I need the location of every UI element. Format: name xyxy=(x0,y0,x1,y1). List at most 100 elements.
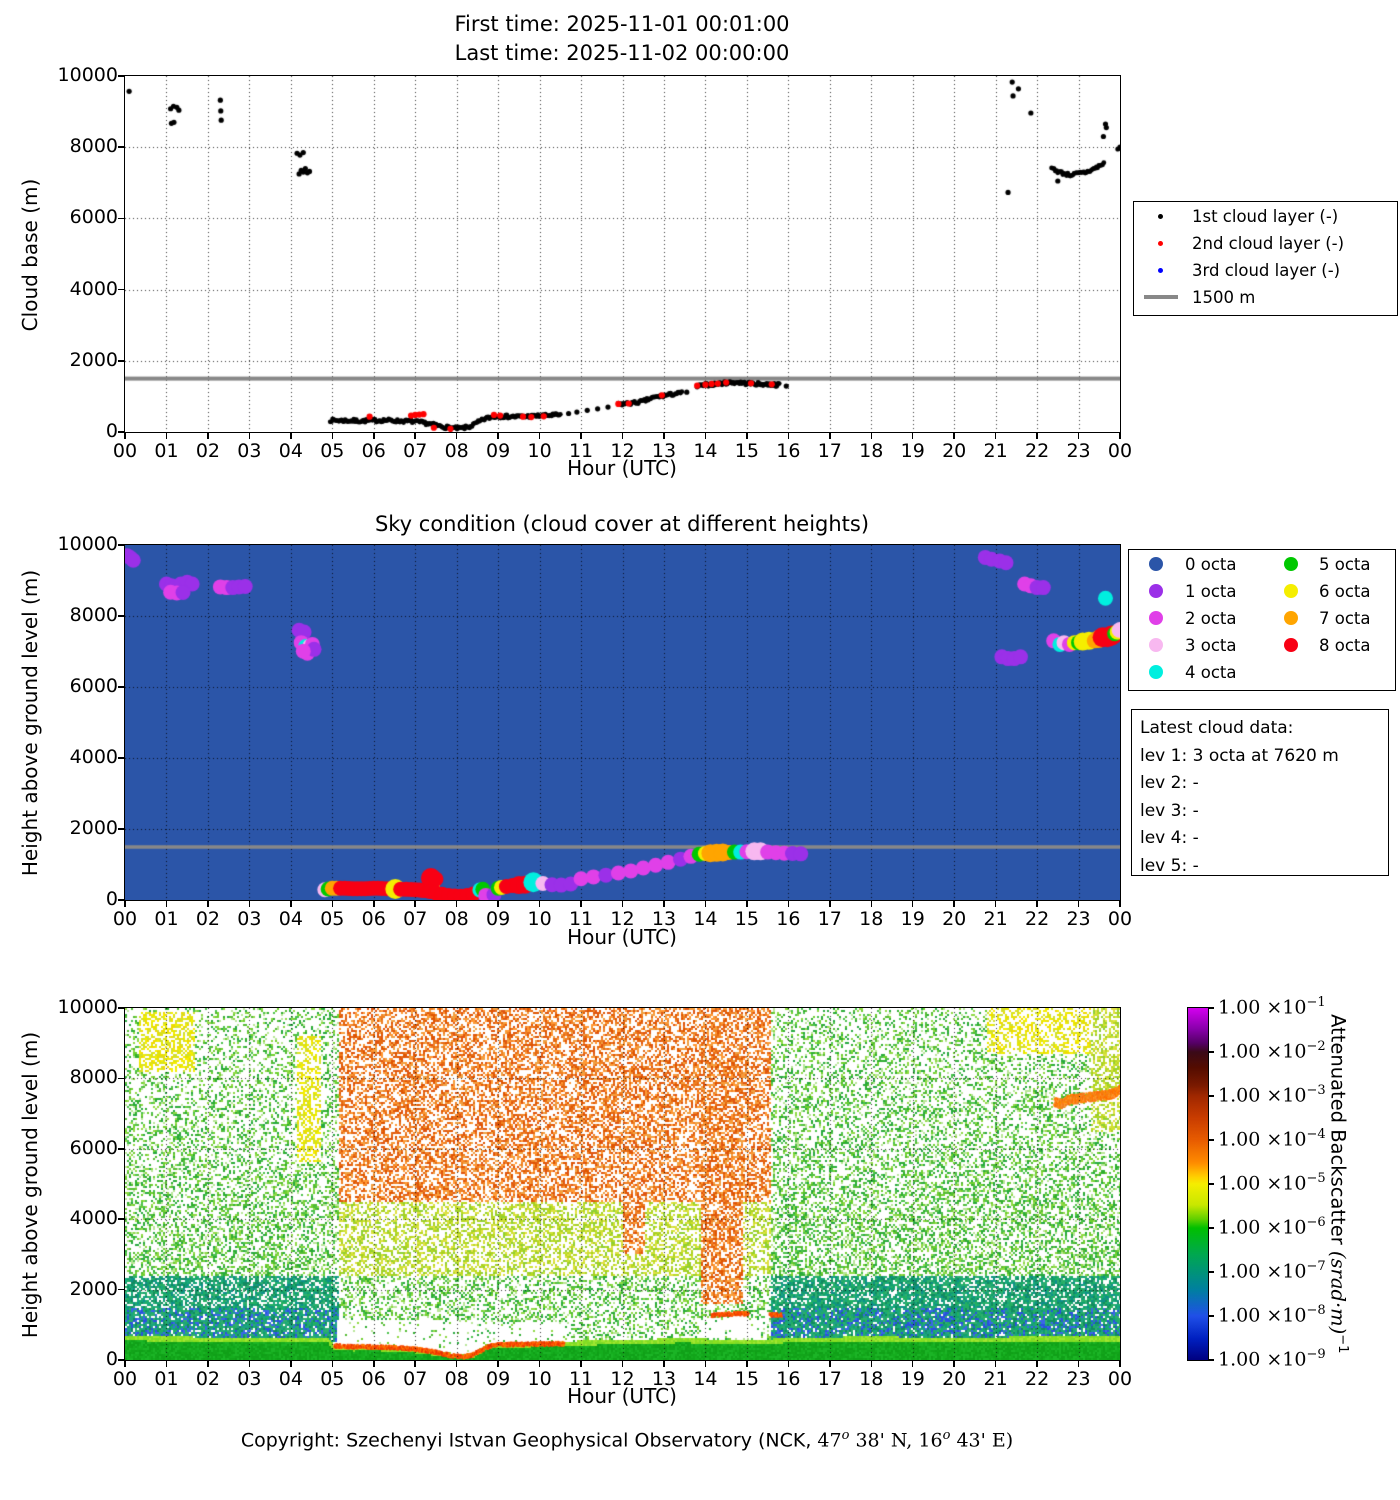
first-layer-dot-icon xyxy=(1158,214,1163,219)
x-tick-label: 02 xyxy=(195,908,220,930)
x-axis-tick xyxy=(1119,901,1121,907)
colorbar-tick xyxy=(1209,1359,1214,1361)
y-tick-label: 10000 xyxy=(57,996,118,1018)
y-axis-tick xyxy=(118,360,124,362)
y-tick-label: 0 xyxy=(105,420,118,442)
colorbar-tick-label: 1.00 ×10−8 xyxy=(1218,1303,1326,1327)
x-tick-label: 16 xyxy=(776,1368,801,1390)
sky-condition-title: Sky condition (cloud cover at different … xyxy=(374,512,870,536)
colorbar-tick-label: 1.00 ×10−4 xyxy=(1218,1127,1326,1151)
x-tick-label: 18 xyxy=(859,908,884,930)
colorbar-tick xyxy=(1209,1095,1214,1097)
latest-cloud-lev3: lev 3: - xyxy=(1140,800,1199,821)
x-axis-tick xyxy=(331,901,334,907)
x-axis-tick xyxy=(497,433,499,439)
backscatter-y-axis-label: Height above ground level (m) xyxy=(18,1031,42,1339)
x-axis-tick xyxy=(331,1361,334,1367)
x-tick-label: 12 xyxy=(610,1368,635,1390)
x-axis-tick xyxy=(829,1361,831,1367)
y-axis-tick xyxy=(118,615,124,617)
suptitle-first-time: First time: 2025-11-01 00:01:00 xyxy=(454,12,790,36)
octa-3-swatch-icon xyxy=(1149,638,1163,652)
colorbar-canvas xyxy=(1188,1008,1208,1360)
legend-refline-label: 1500 m xyxy=(1192,288,1256,307)
x-axis-tick xyxy=(165,433,168,439)
x-tick-label: 07 xyxy=(403,440,428,462)
y-tick-label: 8000 xyxy=(69,604,118,626)
colorbar-tick-label: 1.00 ×10−5 xyxy=(1218,1171,1326,1195)
x-axis-tick xyxy=(746,1361,748,1367)
backscatter-x-axis-label: Hour (UTC) xyxy=(567,1384,677,1408)
colorbar-tick xyxy=(1209,1183,1214,1185)
x-axis-tick xyxy=(663,901,665,907)
legend-first-layer-label: 1st cloud layer (-) xyxy=(1192,207,1339,226)
octa-0-swatch-icon xyxy=(1149,557,1163,571)
x-axis-tick xyxy=(580,1361,582,1367)
x-tick-label: 14 xyxy=(693,908,718,930)
x-tick-label: 19 xyxy=(900,440,925,462)
x-tick-label: 13 xyxy=(651,1368,677,1390)
y-tick-label: 8000 xyxy=(69,135,118,158)
cloud-base-canvas xyxy=(125,76,1120,432)
x-tick-label: 19 xyxy=(900,908,925,930)
x-axis-tick xyxy=(953,1361,955,1367)
x-tick-label: 21 xyxy=(983,440,1008,462)
y-axis-tick xyxy=(118,686,124,688)
x-axis-tick xyxy=(373,433,375,439)
octa-2-label: 2 octa xyxy=(1185,609,1237,628)
x-tick-label: 10 xyxy=(527,1368,552,1390)
x-axis-tick xyxy=(621,1361,624,1367)
colorbar-tick-label: 1.00 ×10−7 xyxy=(1218,1259,1326,1283)
octa-2-swatch-icon xyxy=(1149,611,1163,625)
x-axis-tick xyxy=(870,1361,872,1367)
x-tick-label: 04 xyxy=(278,440,303,462)
y-axis-tick xyxy=(118,1359,124,1361)
octa-8-swatch-icon xyxy=(1284,638,1298,652)
x-axis-tick xyxy=(455,1361,458,1367)
x-tick-label: 16 xyxy=(776,440,801,462)
octa-7-label: 7 octa xyxy=(1319,609,1371,628)
x-tick-label: 21 xyxy=(983,908,1008,930)
x-tick-label: 18 xyxy=(859,440,884,462)
x-axis-tick xyxy=(994,1361,997,1367)
colorbar-tick xyxy=(1209,1139,1214,1141)
x-axis-tick xyxy=(497,901,499,907)
y-tick-label: 6000 xyxy=(69,206,118,229)
x-tick-label: 08 xyxy=(444,440,469,462)
x-tick-label: 01 xyxy=(154,440,179,462)
x-tick-label: 09 xyxy=(486,908,511,930)
x-tick-label: 03 xyxy=(237,1368,262,1390)
x-tick-label: 12 xyxy=(610,440,635,462)
octa-5-label: 5 octa xyxy=(1319,555,1371,574)
y-tick-label: 2000 xyxy=(69,348,118,371)
x-axis-tick xyxy=(207,901,209,907)
x-axis-tick xyxy=(911,901,914,907)
x-axis-tick xyxy=(248,901,251,907)
x-tick-label: 22 xyxy=(1024,440,1050,462)
copyright-text: Copyright: Szechenyi Istvan Geophysical … xyxy=(240,1428,1014,1452)
x-tick-label: 01 xyxy=(154,1368,179,1390)
x-tick-label: 06 xyxy=(361,440,386,462)
x-axis-tick xyxy=(1036,433,1038,439)
x-tick-label: 00 xyxy=(112,440,138,462)
x-axis-tick xyxy=(290,901,292,907)
x-tick-label: 01 xyxy=(154,908,179,930)
y-tick-label: 6000 xyxy=(69,1136,118,1159)
octa-7-swatch-icon xyxy=(1284,611,1298,625)
y-tick-label: 2000 xyxy=(69,817,118,839)
x-axis-tick xyxy=(373,1361,375,1367)
y-axis-tick xyxy=(118,1007,124,1009)
x-axis-tick xyxy=(1119,1361,1121,1367)
y-tick-label: 0 xyxy=(105,1348,118,1370)
colorbar-axis-label: Attenuated Backscatter (srad·m)−1 xyxy=(1326,1014,1350,1354)
x-tick-label: 09 xyxy=(486,1368,511,1390)
x-tick-label: 17 xyxy=(817,908,842,930)
x-axis-tick xyxy=(829,901,831,907)
x-tick-label: 00 xyxy=(112,1368,138,1390)
x-axis-tick xyxy=(704,901,707,907)
colorbar-tick xyxy=(1209,1271,1214,1273)
backscatter-canvas xyxy=(125,1008,1120,1360)
legend-second-layer-label: 2nd cloud layer (-) xyxy=(1192,234,1345,253)
x-tick-label: 15 xyxy=(734,1368,759,1390)
